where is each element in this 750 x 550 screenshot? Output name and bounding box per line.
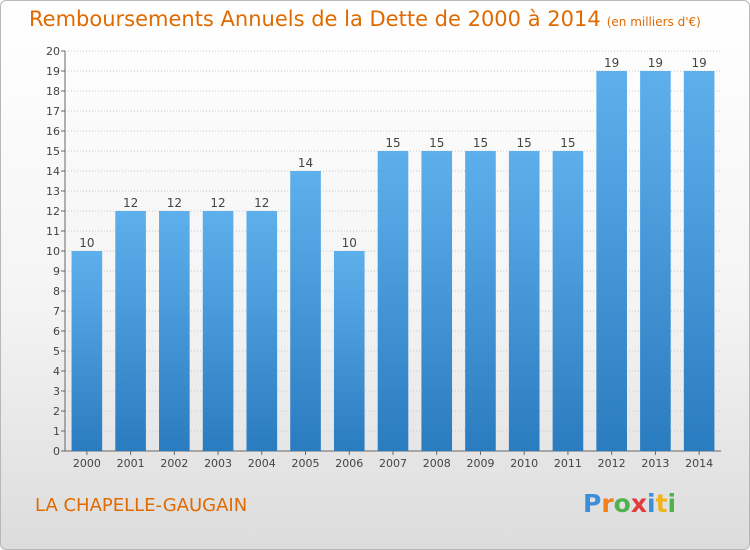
y-tick-label: 14 xyxy=(46,165,60,178)
y-tick-label: 20 xyxy=(46,45,60,58)
bar-value-label: 12 xyxy=(254,196,269,210)
y-tick-label: 19 xyxy=(46,65,60,78)
bar-value-label: 15 xyxy=(429,136,444,150)
bar xyxy=(552,151,584,451)
y-tick-label: 10 xyxy=(46,245,60,258)
bar-value-label: 10 xyxy=(79,236,94,250)
bar xyxy=(71,251,103,451)
x-tick-label: 2005 xyxy=(292,457,320,470)
y-tick-label: 0 xyxy=(53,445,60,458)
bar-value-label: 15 xyxy=(517,136,532,150)
bar xyxy=(377,151,409,451)
x-tick-label: 2009 xyxy=(466,457,494,470)
x-tick-label: 2010 xyxy=(510,457,538,470)
bar-value-label: 12 xyxy=(123,196,138,210)
chart-title: Remboursements Annuels de la Dette de 20… xyxy=(29,7,701,31)
y-tick-label: 2 xyxy=(53,405,60,418)
y-tick-label: 6 xyxy=(53,325,60,338)
bar xyxy=(159,211,190,451)
place-name: LA CHAPELLE-GAUGAIN xyxy=(35,495,248,516)
bar-value-label: 14 xyxy=(298,156,313,170)
bar-value-label: 19 xyxy=(604,56,619,70)
x-tick-label: 2014 xyxy=(685,457,713,470)
bar xyxy=(596,71,627,451)
logo-letter: o xyxy=(613,489,631,518)
bar xyxy=(640,71,671,451)
proxiti-logo: Proxiti xyxy=(583,489,676,519)
bar-value-label: 12 xyxy=(167,196,182,210)
x-tick-label: 2011 xyxy=(554,457,582,470)
y-tick-label: 4 xyxy=(53,365,60,378)
bar xyxy=(246,211,278,451)
y-tick-label: 16 xyxy=(46,125,60,138)
x-tick-label: 2007 xyxy=(379,457,407,470)
logo-letter: i xyxy=(647,489,656,518)
bar xyxy=(202,211,234,451)
x-tick-label: 2001 xyxy=(117,457,145,470)
bar-value-label: 15 xyxy=(560,136,575,150)
bar xyxy=(290,171,321,451)
y-tick-label: 13 xyxy=(46,185,60,198)
bar-value-label: 19 xyxy=(648,56,663,70)
chart-title-main: Remboursements Annuels de la Dette de 20… xyxy=(29,7,601,31)
y-tick-label: 3 xyxy=(53,385,60,398)
bar xyxy=(333,251,365,451)
chart-title-unit: (en milliers d'€) xyxy=(606,15,701,29)
bar xyxy=(508,151,540,451)
bar-value-label: 19 xyxy=(691,56,706,70)
y-tick-label: 9 xyxy=(53,265,60,278)
logo-letter: r xyxy=(601,489,614,518)
y-tick-label: 12 xyxy=(46,205,60,218)
bar xyxy=(115,211,146,451)
logo-letter: x xyxy=(630,489,647,518)
y-tick-label: 15 xyxy=(46,145,60,158)
y-tick-label: 1 xyxy=(53,425,60,438)
x-tick-label: 2012 xyxy=(598,457,626,470)
y-tick-label: 8 xyxy=(53,285,60,298)
y-tick-label: 7 xyxy=(53,305,60,318)
y-tick-label: 18 xyxy=(46,85,60,98)
y-tick-label: 11 xyxy=(46,225,60,238)
bar xyxy=(421,151,453,451)
bar xyxy=(683,71,715,451)
x-tick-label: 2000 xyxy=(73,457,101,470)
bar-value-label: 15 xyxy=(473,136,488,150)
x-tick-label: 2006 xyxy=(335,457,363,470)
logo-letter: i xyxy=(667,489,677,518)
x-tick-label: 2008 xyxy=(423,457,451,470)
bar xyxy=(465,151,496,451)
x-tick-label: 2013 xyxy=(641,457,669,470)
bar-value-label: 15 xyxy=(385,136,400,150)
bar-value-label: 12 xyxy=(210,196,225,210)
x-tick-label: 2004 xyxy=(248,457,276,470)
logo-letter: P xyxy=(583,489,602,518)
bar-value-label: 10 xyxy=(342,236,357,250)
y-tick-label: 17 xyxy=(46,105,60,118)
x-tick-label: 2002 xyxy=(160,457,188,470)
x-tick-label: 2003 xyxy=(204,457,232,470)
y-tick-label: 5 xyxy=(53,345,60,358)
logo-letter: t xyxy=(655,489,668,518)
